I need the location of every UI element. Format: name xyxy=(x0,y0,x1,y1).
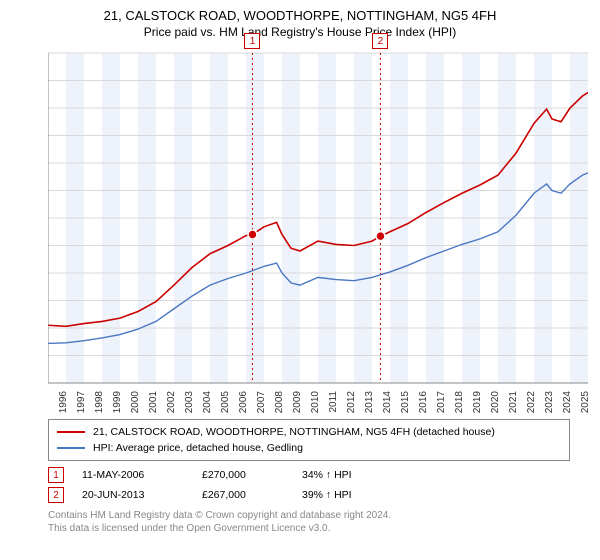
sale-row: 2 20-JUN-2013£267,00039% ↑ HPI xyxy=(48,485,570,505)
svg-text:2002: 2002 xyxy=(166,391,177,413)
price-chart: £0£50K£100K£150K£200K£250K£300K£350K£400… xyxy=(48,43,588,413)
svg-text:2007: 2007 xyxy=(256,391,267,413)
legend-swatch xyxy=(57,431,85,433)
chart-subtitle: Price paid vs. HM Land Registry's House … xyxy=(0,23,600,43)
svg-text:1999: 1999 xyxy=(112,391,123,413)
svg-text:2001: 2001 xyxy=(148,391,159,413)
svg-text:2011: 2011 xyxy=(328,391,339,413)
svg-text:2006: 2006 xyxy=(238,391,249,413)
legend-swatch xyxy=(57,447,85,449)
svg-text:2023: 2023 xyxy=(544,391,555,413)
svg-text:2018: 2018 xyxy=(454,391,465,413)
chart-area: £0£50K£100K£150K£200K£250K£300K£350K£400… xyxy=(48,43,588,413)
sale-number-badge: 1 xyxy=(48,467,64,483)
svg-text:2013: 2013 xyxy=(364,391,375,413)
svg-text:2020: 2020 xyxy=(490,391,501,413)
legend-box: 21, CALSTOCK ROAD, WOODTHORPE, NOTTINGHA… xyxy=(48,419,570,461)
svg-text:1998: 1998 xyxy=(94,391,105,413)
svg-text:1995: 1995 xyxy=(48,391,51,413)
sale-marker-label: 1 xyxy=(244,33,260,49)
sale-marker-dot xyxy=(248,230,257,239)
svg-text:2012: 2012 xyxy=(346,391,357,413)
legend-item: HPI: Average price, detached house, Gedl… xyxy=(57,440,561,456)
sale-price: £267,000 xyxy=(202,489,302,501)
svg-text:2025: 2025 xyxy=(580,391,588,413)
svg-text:2010: 2010 xyxy=(310,391,321,413)
legend-item: 21, CALSTOCK ROAD, WOODTHORPE, NOTTINGHA… xyxy=(57,424,561,440)
svg-text:2003: 2003 xyxy=(184,391,195,413)
legend-text: 21, CALSTOCK ROAD, WOODTHORPE, NOTTINGHA… xyxy=(93,426,495,438)
sale-date: 11-MAY-2006 xyxy=(82,469,202,481)
legend-text: HPI: Average price, detached house, Gedl… xyxy=(93,442,303,454)
sale-marker-dot xyxy=(376,232,385,241)
svg-text:2021: 2021 xyxy=(508,391,519,413)
footer-line: Contains HM Land Registry data © Crown c… xyxy=(48,509,570,522)
sale-hpi-delta: 34% ↑ HPI xyxy=(302,469,402,481)
svg-text:2008: 2008 xyxy=(274,391,285,413)
footer-line: This data is licensed under the Open Gov… xyxy=(48,522,570,535)
svg-text:2016: 2016 xyxy=(418,391,429,413)
sale-row: 1 11-MAY-2006£270,00034% ↑ HPI xyxy=(48,465,570,485)
sale-marker-label: 2 xyxy=(372,33,388,49)
svg-text:2014: 2014 xyxy=(382,391,393,413)
svg-text:2000: 2000 xyxy=(130,391,141,413)
svg-text:1996: 1996 xyxy=(58,391,69,413)
svg-text:2004: 2004 xyxy=(202,391,213,413)
svg-text:2019: 2019 xyxy=(472,391,483,413)
footer-attribution: Contains HM Land Registry data © Crown c… xyxy=(48,509,570,535)
svg-text:2024: 2024 xyxy=(562,391,573,413)
svg-text:2022: 2022 xyxy=(526,391,537,413)
sales-table: 1 11-MAY-2006£270,00034% ↑ HPI 2 20-JUN-201… xyxy=(48,465,570,505)
svg-text:2017: 2017 xyxy=(436,391,447,413)
svg-text:2009: 2009 xyxy=(292,391,303,413)
svg-text:2005: 2005 xyxy=(220,391,231,413)
sale-number-badge: 2 xyxy=(48,487,64,503)
chart-title: 21, CALSTOCK ROAD, WOODTHORPE, NOTTINGHA… xyxy=(0,0,600,23)
sale-hpi-delta: 39% ↑ HPI xyxy=(302,489,402,501)
svg-text:1997: 1997 xyxy=(76,391,87,413)
sale-price: £270,000 xyxy=(202,469,302,481)
sale-date: 20-JUN-2013 xyxy=(82,489,202,501)
svg-text:2015: 2015 xyxy=(400,391,411,413)
